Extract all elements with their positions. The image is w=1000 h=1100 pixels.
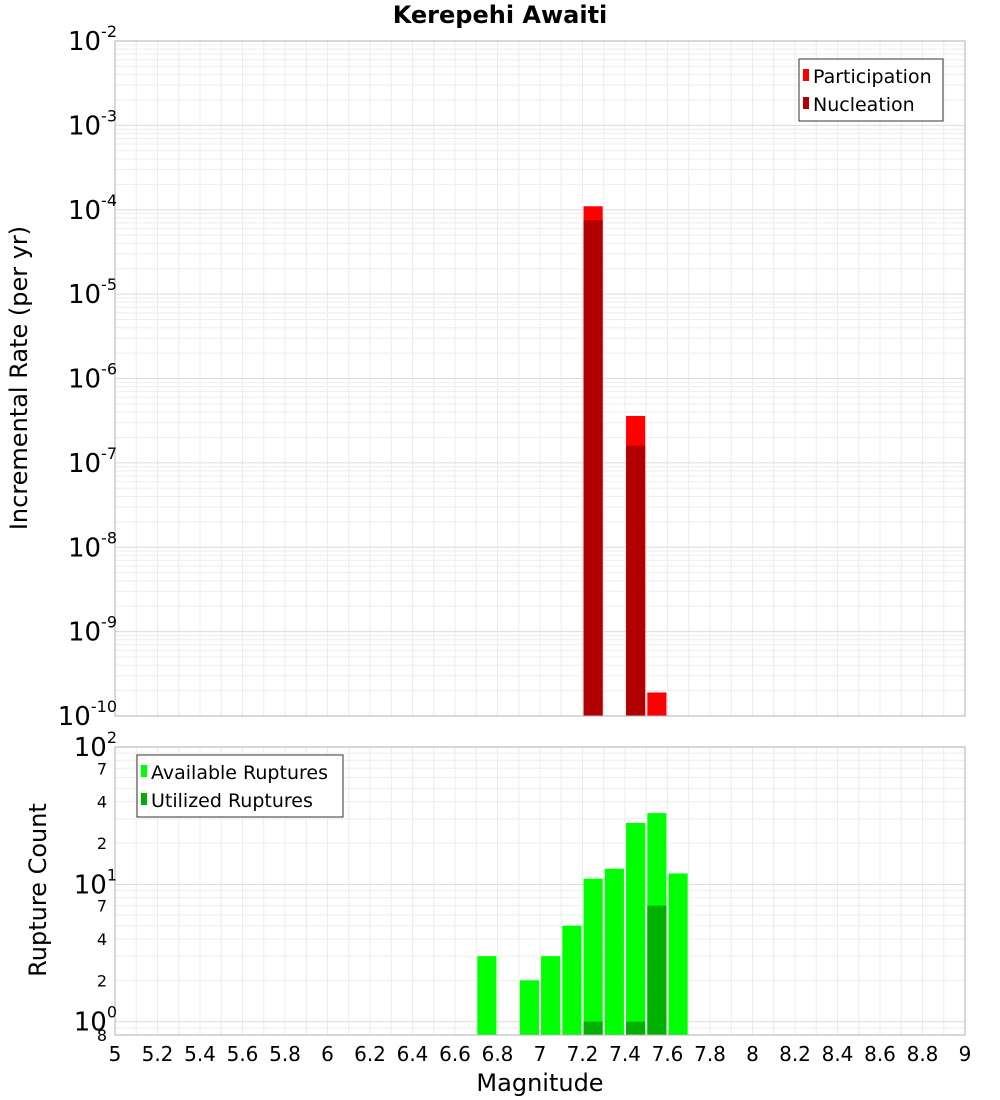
x-tick-label: 7.4	[609, 1042, 641, 1066]
y-tick-label: 10-10	[58, 697, 117, 732]
x-tick-label: 5.2	[142, 1042, 174, 1066]
y-tick-label: 10-8	[68, 528, 117, 563]
plot-frame	[114, 746, 966, 1036]
bar	[647, 692, 667, 716]
bar	[562, 925, 582, 1035]
x-tick-label: 8.8	[907, 1042, 939, 1066]
legend-entry: Available Ruptures	[151, 762, 328, 784]
x-tick-label: 8.2	[779, 1042, 811, 1066]
y-minor-tick-label: 8	[97, 1026, 107, 1045]
x-tick-label: 9	[959, 1042, 972, 1066]
y-minor-tick-label: 2	[97, 971, 107, 990]
x-tick-label: 5	[109, 1042, 122, 1066]
y-minor-tick-label: 7	[97, 759, 107, 778]
y-minor-tick-label: 4	[97, 793, 107, 812]
rupture-count-panel: 102 101 100 7 4 2 7 4 2 8 Available Ruptures Utiliz…	[74, 728, 966, 1045]
legend-box	[798, 58, 944, 122]
legend: Available Ruptures Utilized Ruptures	[136, 754, 344, 818]
x-tick-label: 5.4	[184, 1042, 216, 1066]
legend-swatch	[803, 69, 809, 81]
bar	[541, 956, 561, 1035]
bar	[477, 956, 497, 1035]
y-tick-label: 100	[74, 1003, 117, 1038]
bar	[626, 822, 646, 1035]
bar	[668, 873, 688, 1035]
y-tick-label: 10-6	[68, 360, 117, 395]
x-axis-label: Magnitude	[476, 1069, 603, 1097]
x-tick-label: 6.4	[397, 1042, 429, 1066]
x-tick-label: 7.2	[567, 1042, 599, 1066]
x-tick-label: 7	[534, 1042, 547, 1066]
legend: Participation Nucleation	[798, 58, 944, 122]
legend-swatch	[803, 97, 809, 109]
legend-box	[136, 754, 344, 818]
x-tick-label: 6.6	[439, 1042, 471, 1066]
y-tick-label: 102	[74, 728, 117, 763]
x-tick-label: 7.8	[694, 1042, 726, 1066]
x-tick-labels: 5 5.2 5.4 5.6 5.8 6 6.2 6.4 6.6 6.8 7 7.2 7.4 7.6 7.8 8…	[109, 1042, 972, 1066]
x-tick-label: 6	[321, 1042, 334, 1066]
bar	[647, 905, 667, 1035]
top-y-axis-label: Incremental Rate (per yr)	[5, 226, 33, 530]
bottom-y-axis-label: Rupture Count	[24, 803, 52, 977]
x-tick-label: 8.4	[822, 1042, 854, 1066]
x-tick-label: 5.6	[227, 1042, 259, 1066]
y-tick-label: 10-9	[68, 613, 117, 648]
chart-title: Kerepehi Awaiti	[393, 1, 608, 29]
grid	[114, 746, 966, 1036]
bar	[583, 1021, 603, 1035]
bar	[604, 868, 624, 1035]
bar	[583, 878, 603, 1035]
x-tick-label: 7.6	[652, 1042, 684, 1066]
y-tick-label: 10-3	[68, 106, 117, 141]
y-minor-tick-label: 2	[97, 834, 107, 853]
plot-frame	[114, 40, 966, 717]
legend-entry: Nucleation	[813, 94, 915, 116]
bar	[519, 980, 539, 1035]
legend-swatch	[141, 765, 147, 777]
y-minor-tick-label: 7	[97, 897, 107, 916]
rate-panel: 10-2 10-3 10-4 10-5 10-6 10-7 10-8 10-9 10-10 Par…	[58, 22, 966, 732]
y-tick-label: 101	[74, 865, 117, 900]
x-tick-label: 8	[746, 1042, 759, 1066]
y-tick-label: 10-2	[68, 22, 117, 57]
y-tick-label: 10-4	[68, 191, 117, 226]
legend-entry: Utilized Ruptures	[151, 790, 313, 812]
legend-swatch	[141, 793, 147, 805]
legend-entry: Participation	[813, 66, 932, 88]
x-tick-label: 5.8	[269, 1042, 301, 1066]
bar	[626, 1021, 646, 1035]
y-tick-label: 10-5	[68, 275, 117, 310]
series-nucleation	[583, 220, 646, 717]
grid	[114, 40, 966, 717]
y-minor-tick-label: 4	[97, 930, 107, 949]
y-tick-label: 10-7	[68, 444, 117, 479]
series-utilized-ruptures	[583, 905, 667, 1035]
bar	[626, 445, 646, 716]
bar	[583, 220, 603, 717]
x-tick-label: 6.8	[482, 1042, 514, 1066]
x-tick-label: 6.2	[354, 1042, 386, 1066]
x-tick-label: 8.6	[864, 1042, 896, 1066]
